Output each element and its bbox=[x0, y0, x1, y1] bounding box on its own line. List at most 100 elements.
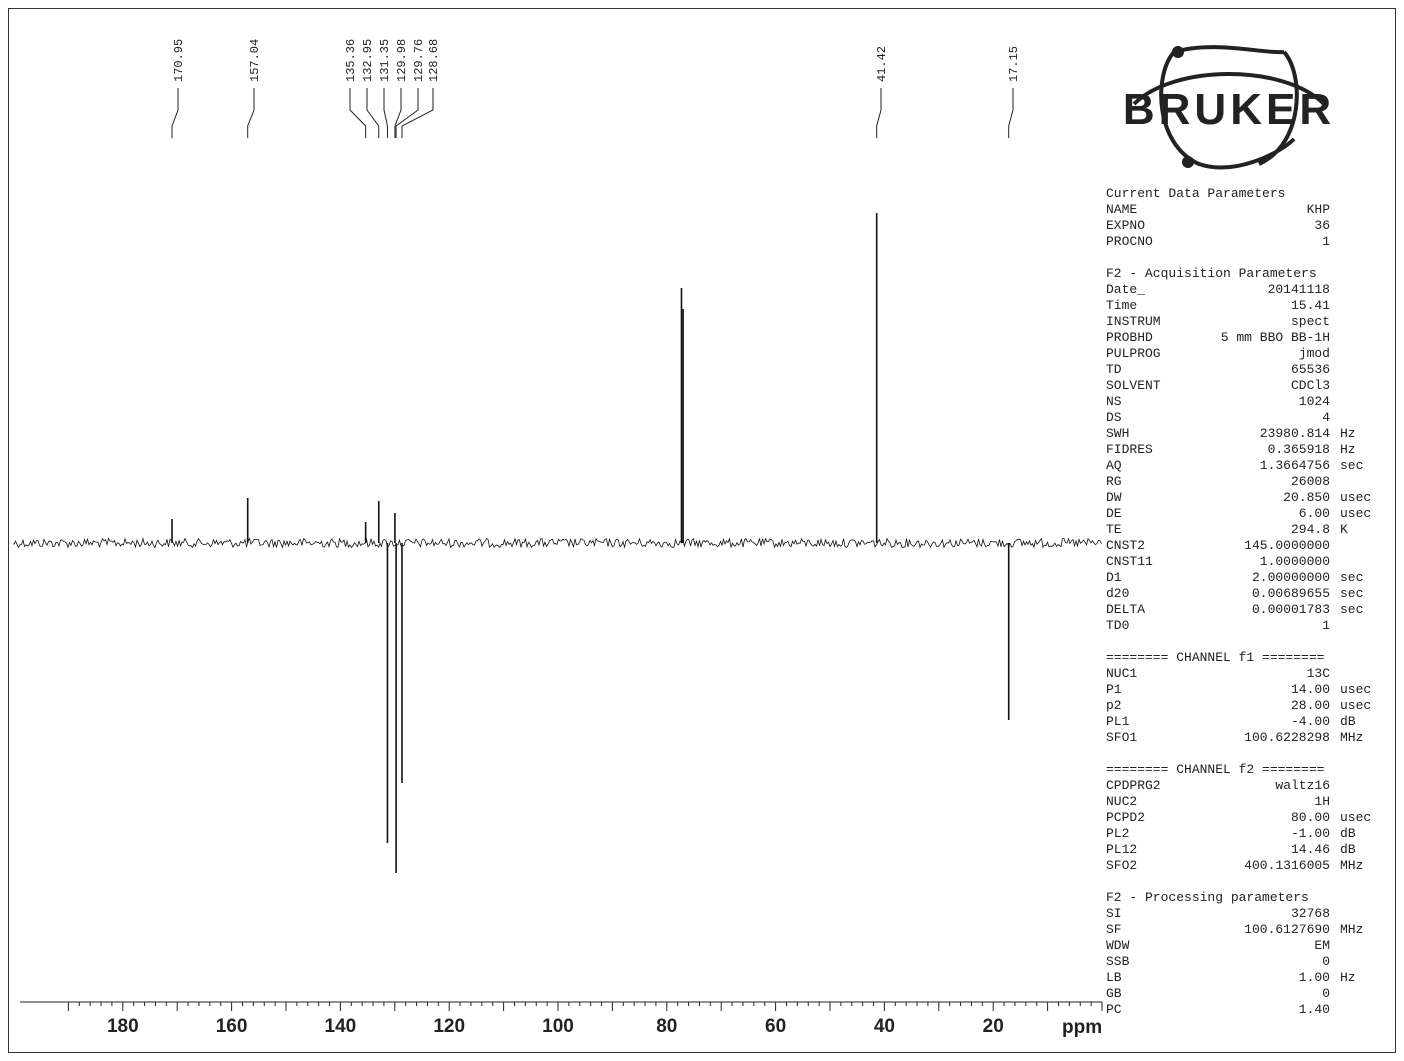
param-row: SFO1 100.6228298 MHz bbox=[1106, 730, 1396, 746]
param-key: SFO1 bbox=[1106, 730, 1138, 745]
peak-label-4: 131.35 bbox=[378, 39, 392, 82]
parameter-panel: Current Data Parameters NAME KHP EXPNO 36 PRO… bbox=[1106, 186, 1396, 1018]
param-key: SSB bbox=[1106, 954, 1130, 969]
peak-label-connector-2 bbox=[349, 88, 367, 138]
param-row: PCPD2 80.00 usec bbox=[1106, 810, 1396, 826]
param-value: 1.0000000 bbox=[1259, 554, 1330, 569]
param-key: PROBHD bbox=[1106, 330, 1153, 345]
param-key: PL12 bbox=[1106, 842, 1138, 857]
param-row: AQ 1.3664756 sec bbox=[1106, 458, 1396, 474]
param-gap bbox=[1106, 874, 1396, 890]
param-key: CPDPRG2 bbox=[1106, 778, 1161, 793]
param-key: p2 bbox=[1106, 698, 1122, 713]
param-value: 6.00 bbox=[1298, 506, 1330, 521]
param-key: CNST11 bbox=[1106, 554, 1153, 569]
param-key: WDW bbox=[1106, 938, 1130, 953]
x-axis-unit-label: ppm bbox=[1062, 1017, 1102, 1038]
param-row: GB 0 bbox=[1106, 986, 1396, 1002]
param-value: EM bbox=[1314, 938, 1330, 953]
param-key: SFO2 bbox=[1106, 858, 1138, 873]
param-value: 4 bbox=[1322, 410, 1330, 425]
peak-label-connector-3 bbox=[366, 88, 380, 138]
param-value: 1 bbox=[1322, 618, 1330, 633]
param-value: 1.3664756 bbox=[1259, 458, 1330, 473]
param-value: jmod bbox=[1298, 346, 1330, 361]
param-key: SOLVENT bbox=[1106, 378, 1161, 393]
param-key: Date_ bbox=[1106, 282, 1146, 297]
peak-label-connector-4 bbox=[383, 88, 388, 138]
param-value: 1024 bbox=[1298, 394, 1330, 409]
param-unit: MHz bbox=[1340, 922, 1364, 937]
peak-label-connector-8 bbox=[876, 88, 882, 138]
param-key: PROCNO bbox=[1106, 234, 1153, 249]
param-value: CDCl3 bbox=[1290, 378, 1330, 393]
spectrum-peaks bbox=[171, 213, 1010, 873]
param-row: NS 1024 bbox=[1106, 394, 1396, 410]
param-key: D1 bbox=[1106, 570, 1122, 585]
param-value: -4.00 bbox=[1290, 714, 1330, 729]
param-row: SWH 23980.814 Hz bbox=[1106, 426, 1396, 442]
param-unit: Hz bbox=[1340, 426, 1356, 441]
param-unit: usec bbox=[1340, 506, 1372, 521]
peak-label-0: 170.95 bbox=[172, 39, 186, 82]
param-row: PL12 14.46 dB bbox=[1106, 842, 1396, 858]
param-row: NUC1 13C bbox=[1106, 666, 1396, 682]
param-key: GB bbox=[1106, 986, 1122, 1001]
param-key: PULPROG bbox=[1106, 346, 1161, 361]
param-key: EXPNO bbox=[1106, 218, 1146, 233]
param-value: 15.41 bbox=[1290, 298, 1330, 313]
param-value: 1 bbox=[1322, 234, 1330, 249]
param-row: PROCNO 1 bbox=[1106, 234, 1396, 250]
param-row: SSB 0 bbox=[1106, 954, 1396, 970]
param-key: INSTRUM bbox=[1106, 314, 1161, 329]
param-key: PL1 bbox=[1106, 714, 1130, 729]
param-row: LB 1.00 Hz bbox=[1106, 970, 1396, 986]
param-row: PC 1.40 bbox=[1106, 1002, 1396, 1018]
param-key: PCPD2 bbox=[1106, 810, 1146, 825]
param-key: NS bbox=[1106, 394, 1122, 409]
param-section-title: Current Data Parameters bbox=[1106, 186, 1286, 201]
x-tick-label-140: 140 bbox=[325, 1016, 357, 1037]
param-value: 32768 bbox=[1290, 906, 1330, 921]
param-value: 0.365918 bbox=[1267, 442, 1330, 457]
baseline-noise-trace bbox=[13, 537, 1102, 549]
x-tick-label-180: 180 bbox=[107, 1016, 139, 1037]
param-unit: dB bbox=[1340, 714, 1356, 729]
param-unit: Hz bbox=[1340, 442, 1356, 457]
param-key: NUC1 bbox=[1106, 666, 1138, 681]
param-value: 0 bbox=[1322, 986, 1330, 1001]
param-unit: Hz bbox=[1340, 970, 1356, 985]
peak-label-connector-1 bbox=[247, 88, 255, 138]
param-value: 100.6228298 bbox=[1244, 730, 1330, 745]
param-key: SWH bbox=[1106, 426, 1130, 441]
param-row: PL1 -4.00 dB bbox=[1106, 714, 1396, 730]
param-unit: sec bbox=[1340, 602, 1364, 617]
param-row: d20 0.00689655 sec bbox=[1106, 586, 1396, 602]
param-value: 20141118 bbox=[1267, 282, 1330, 297]
param-row: EXPNO 36 bbox=[1106, 218, 1396, 234]
param-row: RG 26008 bbox=[1106, 474, 1396, 490]
param-key: PL2 bbox=[1106, 826, 1130, 841]
param-unit: dB bbox=[1340, 826, 1356, 841]
param-value: 20.850 bbox=[1283, 490, 1330, 505]
peak-labels: 170.95 157.04 135.36 132.95 131.35 129.98 129.… bbox=[171, 39, 1021, 138]
param-row: NAME KHP bbox=[1106, 202, 1396, 218]
param-key: TD bbox=[1106, 362, 1122, 377]
param-row: WDW EM bbox=[1106, 938, 1396, 954]
param-row: Date_ 20141118 bbox=[1106, 282, 1396, 298]
logo-text: BRUKER bbox=[1123, 85, 1335, 134]
param-value: 13C bbox=[1306, 666, 1330, 681]
param-row: TD 65536 bbox=[1106, 362, 1396, 378]
baseline-noise bbox=[13, 537, 1102, 549]
param-key: TE bbox=[1106, 522, 1122, 537]
param-section-title: ======== CHANNEL f1 ======== bbox=[1106, 650, 1325, 665]
x-tick-label-160: 160 bbox=[216, 1016, 248, 1037]
peak-label-connector-7 bbox=[401, 88, 434, 138]
param-section-title: F2 - Acquisition Parameters bbox=[1106, 266, 1317, 281]
param-gap bbox=[1106, 250, 1396, 266]
peak-label-1: 157.04 bbox=[248, 39, 262, 82]
param-unit: MHz bbox=[1340, 858, 1364, 873]
param-row: P1 14.00 usec bbox=[1106, 682, 1396, 698]
param-key: RG bbox=[1106, 474, 1122, 489]
